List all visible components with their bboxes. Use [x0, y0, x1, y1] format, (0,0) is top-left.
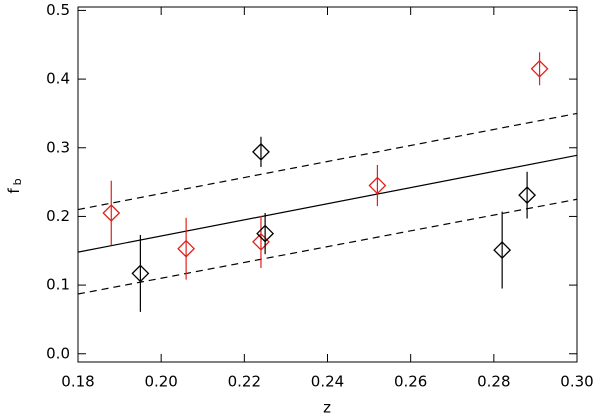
- x-tick-label: 0.28: [477, 373, 510, 391]
- data-point: [256, 224, 275, 243]
- x-tick-label: 0.26: [394, 373, 427, 391]
- fit-line: [77, 198, 578, 295]
- data-point: [252, 232, 270, 251]
- data-point: [177, 239, 196, 258]
- y-label-subscript: b: [11, 178, 24, 185]
- data-point: [131, 264, 150, 283]
- data-point: [368, 176, 387, 195]
- x-axis-label: z: [323, 399, 331, 417]
- x-tick-label: 0.18: [61, 373, 94, 391]
- x-tick-label: 0.20: [144, 373, 177, 391]
- y-tick-label: 0.0: [46, 344, 70, 362]
- data-point: [493, 241, 512, 259]
- y-axis-label: fb: [5, 178, 25, 193]
- fit-line: [77, 112, 578, 211]
- y-tick-label: 0.4: [46, 70, 70, 88]
- y-tick-label: 0.1: [46, 276, 70, 294]
- data-point: [518, 186, 537, 205]
- data-point: [102, 204, 121, 222]
- plot-frame: [77, 6, 578, 363]
- y-tick-label: 0.2: [46, 207, 70, 225]
- data-point: [252, 142, 270, 161]
- y-tick-label: 0.3: [46, 138, 70, 156]
- x-tick-label: 0.22: [228, 373, 261, 391]
- x-tick-label: 0.30: [560, 373, 593, 391]
- y-tick-label: 0.5: [46, 1, 70, 19]
- fit-line: [77, 154, 578, 253]
- y-label-main: f: [5, 188, 23, 194]
- x-tick-label: 0.24: [311, 373, 344, 391]
- data-point: [530, 59, 549, 78]
